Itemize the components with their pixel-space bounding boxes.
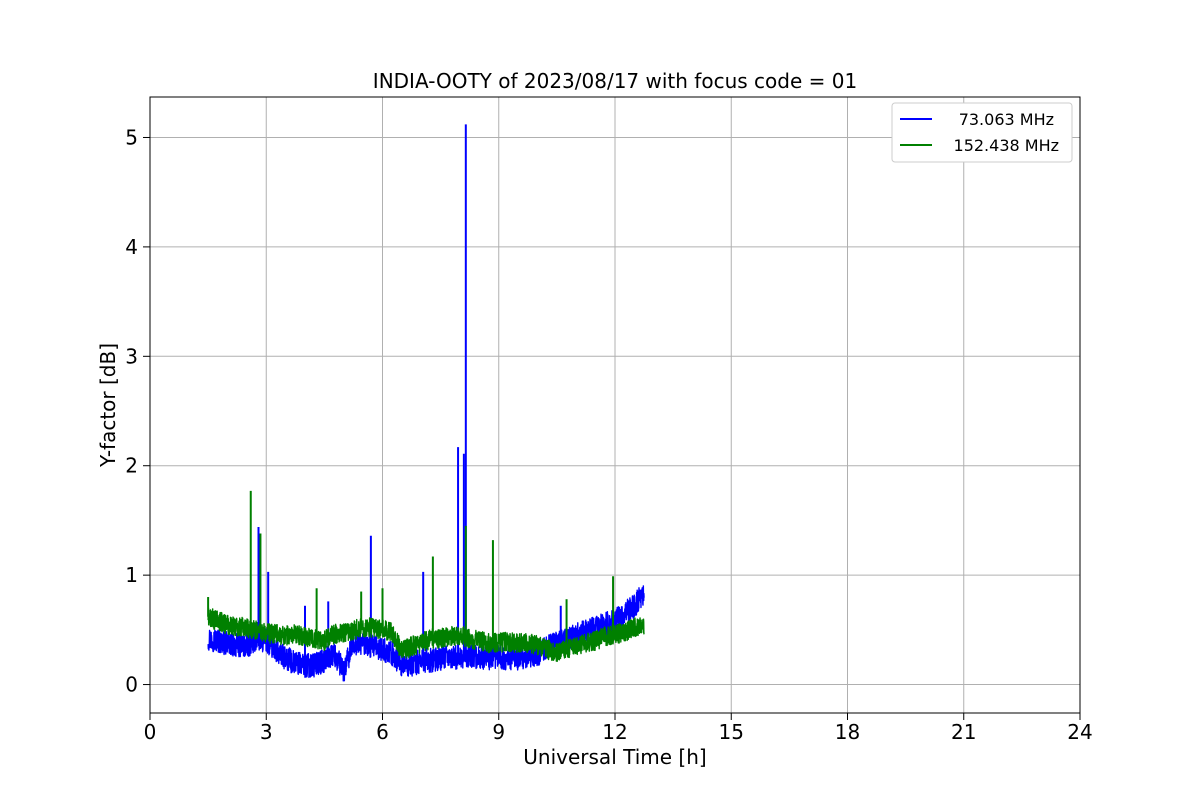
legend-label-73-mhz: 73.063 MHz (959, 110, 1054, 129)
y-tick-label: 2 (125, 454, 138, 478)
x-tick-label: 6 (376, 720, 389, 744)
y-tick-label: 0 (125, 673, 138, 697)
y-tick-label: 5 (125, 125, 138, 149)
x-tick-label: 0 (144, 720, 157, 744)
series-lines (207, 124, 645, 682)
y-tick-label: 3 (125, 344, 138, 368)
x-axis-ticks: 0 3 6 9 12 15 18 21 24 (144, 713, 1093, 744)
legend-label-152-mhz: 152.438 MHz (954, 136, 1059, 155)
legend: 73.063 MHz 152.438 MHz (891, 102, 1073, 163)
chart-title: INDIA-OOTY of 2023/08/17 with focus code… (373, 69, 857, 93)
x-axis-label: Universal Time [h] (523, 745, 706, 769)
x-tick-label: 24 (1067, 720, 1092, 744)
x-tick-label: 12 (602, 720, 627, 744)
x-tick-label: 21 (951, 720, 976, 744)
x-tick-label: 3 (260, 720, 273, 744)
y-axis-ticks: 0 1 2 3 4 5 (125, 125, 150, 697)
legend-box (891, 102, 1073, 163)
x-tick-label: 9 (492, 720, 505, 744)
y-tick-label: 1 (125, 563, 138, 587)
series-line-1 (207, 607, 645, 662)
x-tick-label: 18 (835, 720, 860, 744)
y-axis-label: Y-factor [dB] (96, 343, 120, 468)
x-tick-label: 15 (719, 720, 744, 744)
y-tick-label: 4 (125, 235, 138, 259)
